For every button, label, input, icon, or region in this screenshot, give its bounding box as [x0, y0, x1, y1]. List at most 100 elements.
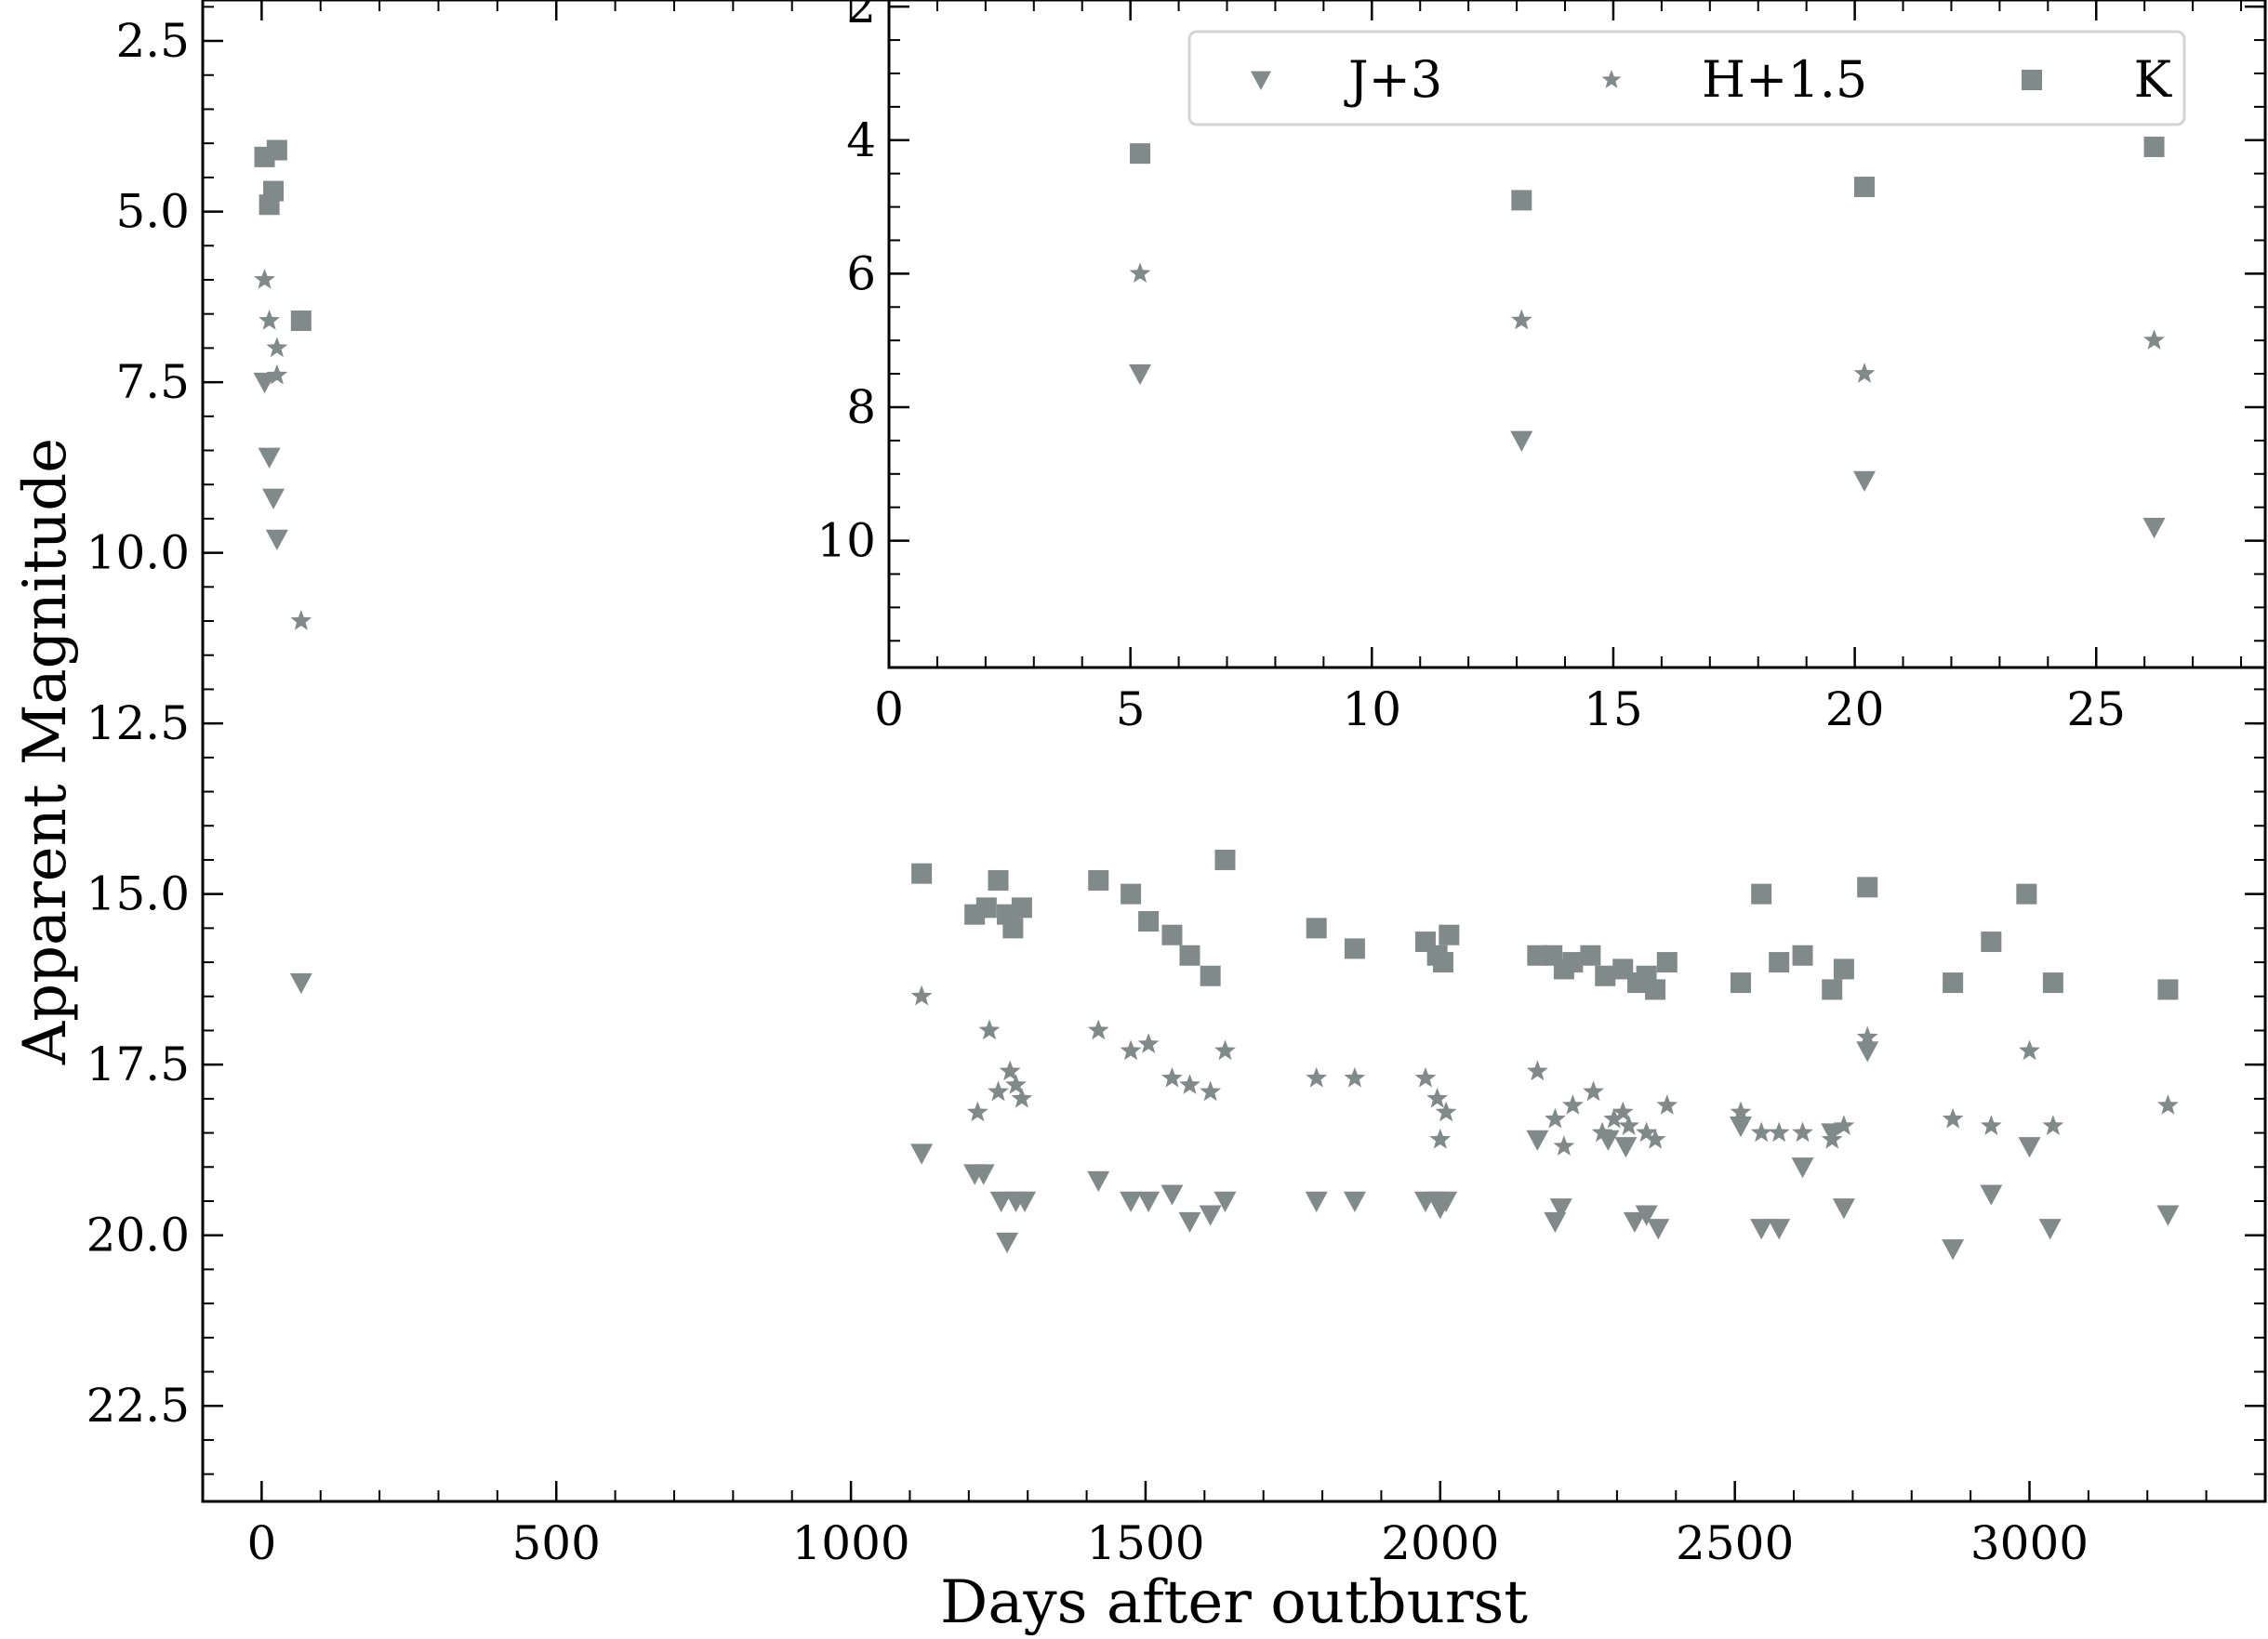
main-point-K: [263, 180, 285, 202]
inset-point-K: [1511, 190, 1532, 211]
main-point-J3: [2156, 1205, 2180, 1226]
main-point-H15: [1179, 1074, 1200, 1094]
inset-y-tick-label: 10: [816, 514, 876, 568]
inset-point-K: [1853, 177, 1875, 198]
main-point-H15: [1137, 1033, 1160, 1053]
inset-point-H15: [2143, 329, 2165, 350]
inset-x-tick-label: 5: [1116, 682, 1146, 736]
main-point-K: [1792, 945, 1813, 966]
main-point-H15: [1833, 1115, 1855, 1135]
inset-point-H15: [1853, 363, 1876, 383]
main-point-H15: [910, 985, 933, 1006]
main-point-K: [975, 897, 997, 919]
main-point-J3: [1980, 1184, 2003, 1206]
main-point-J3: [2038, 1219, 2062, 1240]
main-point-H15: [1562, 1094, 1584, 1115]
main-point-H15: [1636, 1121, 1657, 1143]
main-point-H15: [1591, 1121, 1613, 1143]
main-point-K: [1121, 883, 1142, 905]
legend-box: [1187, 30, 2186, 126]
main-x-tick-label: 500: [512, 1516, 601, 1570]
main-point-J3: [1214, 1191, 1237, 1212]
main-point-J3: [1014, 1191, 1037, 1212]
main-point-J3: [265, 529, 288, 550]
main-point-K: [1595, 965, 1616, 986]
main-point-H15: [1730, 1101, 1752, 1122]
main-point-K: [1214, 849, 1236, 870]
main-point-K: [1833, 958, 1854, 980]
inset-point-H15: [1510, 309, 1532, 330]
main-point-H15: [266, 337, 288, 358]
inset-x-tick-label: 10: [1342, 682, 1401, 736]
y-axis-title: Apparent Magnitude: [11, 438, 80, 1065]
main-point-J3: [1750, 1219, 1773, 1240]
main-point-K: [2016, 883, 2037, 905]
main-point-J3: [910, 1143, 934, 1165]
inset-point-J3: [1510, 430, 1533, 452]
main-y-tick-label: 22.5: [86, 1379, 190, 1433]
main-point-K: [911, 863, 933, 884]
inset-plot: 0 5 10 15 20 25 2 4 6 8 10 J+3 H+1.5 K: [816, 0, 2267, 736]
main-y-tick-label: 20.0: [86, 1209, 190, 1262]
main-point-K: [1179, 945, 1200, 966]
legend-marker-K: [2022, 70, 2042, 90]
main-point-H15: [966, 1101, 988, 1122]
inset-point-J3: [2142, 518, 2166, 539]
main-point-H15: [1161, 1066, 1183, 1088]
main-point-K: [1011, 897, 1032, 919]
main-x-tick-label: 2500: [1676, 1516, 1794, 1570]
inset-point-J3: [1852, 470, 1876, 492]
main-point-H15: [1200, 1080, 1222, 1102]
main-point-K: [1751, 883, 1772, 905]
main-point-H15: [266, 363, 288, 385]
main-point-J3: [989, 1191, 1013, 1212]
main-point-J3: [1343, 1191, 1366, 1212]
main-point-K: [1562, 952, 1584, 973]
main-point-H15: [1583, 1080, 1604, 1102]
inset-x-tick-label: 20: [1825, 682, 1885, 736]
main-point-H15: [1768, 1121, 1790, 1143]
main-point-J3: [1623, 1211, 1646, 1234]
main-point-J3: [1832, 1198, 1855, 1220]
main-point-J3: [1199, 1205, 1222, 1226]
main-point-K: [1161, 924, 1183, 945]
main-point-H15: [1980, 1115, 2002, 1135]
main-point-H15: [1553, 1135, 1575, 1156]
main-x-tick-label: 1500: [1086, 1516, 1204, 1570]
main-point-K: [266, 139, 287, 161]
main-y-tick-label: 15.0: [86, 867, 190, 921]
main-point-J3: [1305, 1191, 1328, 1212]
main-x-tick-label: 0: [246, 1516, 276, 1570]
inset-y-tick-label: 6: [846, 246, 876, 300]
inset-point-H15: [1129, 262, 1151, 284]
main-point-H15: [1611, 1101, 1634, 1122]
main-point-H15: [259, 310, 280, 330]
main-point-J3: [1768, 1219, 1791, 1240]
main-point-J3: [1635, 1205, 1658, 1226]
main-point-K: [1138, 911, 1160, 932]
main-point-H15: [1792, 1121, 1813, 1143]
main-point-H15: [1435, 1101, 1457, 1122]
inset-point-K: [2143, 136, 2165, 157]
main-point-K: [1656, 952, 1678, 973]
legend-marker-J3: [1251, 71, 1271, 90]
main-point-H15: [1011, 1087, 1033, 1108]
main-point-K: [1981, 932, 2002, 953]
inset-y-tick-label: 4: [846, 113, 876, 167]
main-point-J3: [1549, 1198, 1572, 1220]
main-point-J3: [996, 1232, 1019, 1254]
main-x-tick-label: 2000: [1381, 1516, 1499, 1570]
inset-y-tick-label: 2: [846, 0, 876, 33]
main-point-J3: [253, 372, 276, 394]
main-point-H15: [1214, 1039, 1236, 1061]
main-point-K: [1306, 918, 1327, 939]
main-point-J3: [1178, 1211, 1201, 1234]
main-point-H15: [1426, 1087, 1448, 1108]
main-point-H15: [1120, 1039, 1142, 1061]
main-point-J3: [1614, 1137, 1638, 1158]
main-point-K: [1344, 938, 1365, 959]
main-point-K: [1857, 877, 1878, 898]
main-point-H15: [1545, 1107, 1566, 1129]
main-point-H15: [999, 1060, 1021, 1081]
main-y-tick-label: 17.5: [86, 1038, 190, 1091]
